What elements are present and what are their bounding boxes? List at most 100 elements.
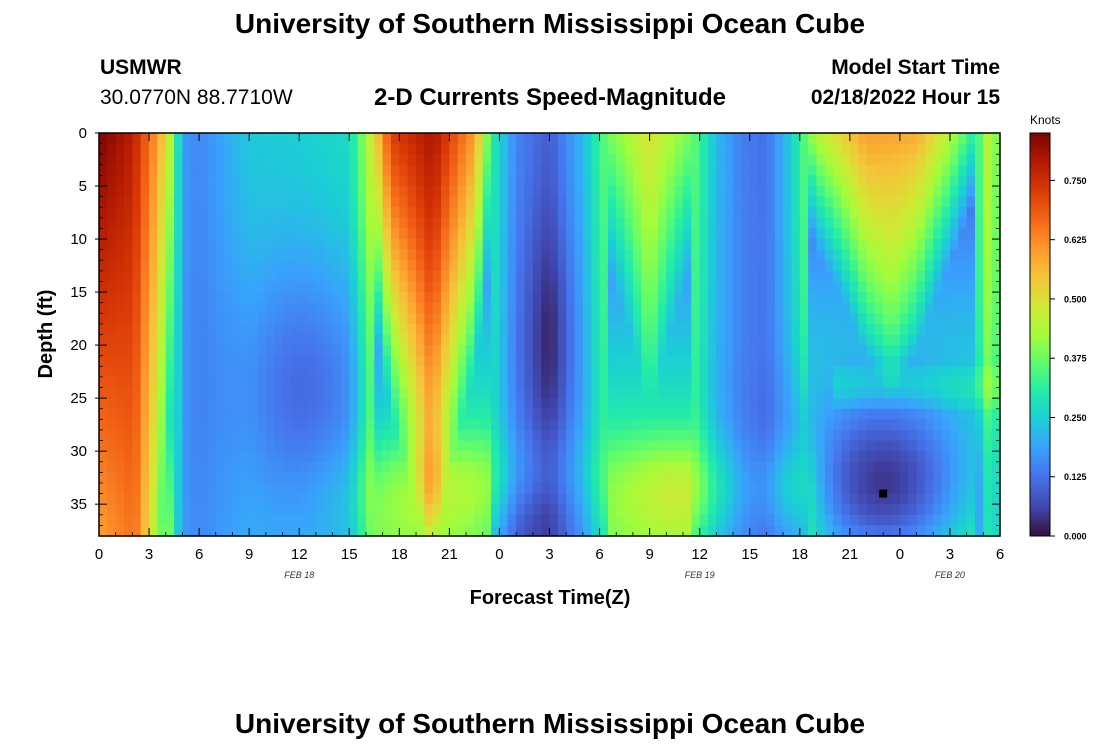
heatmap-cell — [332, 133, 342, 145]
heatmap-cell — [849, 302, 859, 314]
heatmap-cell — [315, 419, 325, 431]
heatmap-cell — [157, 196, 167, 208]
heatmap-cell — [916, 292, 926, 304]
heatmap-cell — [966, 260, 976, 272]
heatmap-cell — [883, 313, 893, 325]
heatmap-cell — [307, 334, 317, 346]
heatmap-cell — [374, 186, 384, 198]
heatmap-cell — [758, 217, 767, 230]
heatmap-cell — [924, 207, 934, 219]
heatmap-cell — [516, 133, 526, 145]
heatmap-cell — [933, 302, 943, 314]
heatmap-cell — [282, 239, 292, 251]
heatmap-cell — [566, 398, 576, 410]
heatmap-cell — [240, 281, 250, 293]
y-axis-label: Depth (ft) — [35, 290, 57, 379]
heatmap-cell — [299, 133, 309, 145]
heatmap-cell — [941, 270, 951, 283]
heatmap-cell — [541, 429, 551, 442]
heatmap-cell — [499, 525, 509, 537]
heatmap-cell — [791, 133, 801, 145]
heatmap-cell — [340, 249, 350, 261]
heatmap-cell — [466, 376, 476, 389]
heatmap-cell — [232, 249, 242, 261]
heatmap-cell — [382, 514, 392, 526]
heatmap-cell — [249, 292, 259, 304]
heatmap-cell — [315, 164, 325, 177]
x-tick-label: 3 — [145, 546, 153, 563]
heatmap-cell — [758, 292, 767, 304]
heatmap-cell — [265, 143, 275, 155]
heatmap-cell — [516, 239, 526, 251]
heatmap-cell — [474, 292, 484, 304]
heatmap-cell — [824, 440, 834, 452]
heatmap-cell — [874, 196, 884, 208]
heatmap-cell — [365, 260, 375, 272]
heatmap-cell — [699, 292, 709, 304]
heatmap-cell — [657, 313, 667, 325]
heatmap-cell — [474, 270, 484, 283]
heatmap-cell — [457, 451, 467, 463]
y-tick-label: 35 — [70, 496, 87, 513]
heatmap-cell — [833, 143, 843, 155]
heatmap-cell — [507, 323, 517, 336]
heatmap-cell — [107, 419, 117, 431]
heatmap-cell — [958, 504, 968, 516]
heatmap-cell — [716, 408, 726, 420]
heatmap-cell — [240, 154, 250, 166]
heatmap-cell — [382, 493, 392, 505]
heatmap-cell — [524, 387, 534, 399]
heatmap-cell — [899, 440, 909, 452]
heatmap-cell — [641, 143, 651, 155]
heatmap-cell — [232, 482, 242, 495]
heatmap-cell — [507, 472, 517, 484]
heatmap-cell — [357, 239, 367, 251]
heatmap-cell — [824, 525, 834, 537]
heatmap-cell — [549, 281, 559, 293]
heatmap-cell — [858, 355, 868, 367]
heatmap-cell — [566, 164, 576, 177]
heatmap-cell — [566, 366, 576, 378]
heatmap-cell — [682, 143, 692, 155]
heatmap-cell — [699, 408, 709, 420]
heatmap-cell — [749, 217, 759, 230]
heatmap-cell — [816, 451, 826, 463]
heatmap-cell — [365, 133, 375, 145]
heatmap-cell — [532, 461, 542, 473]
heatmap-cell — [774, 270, 784, 283]
heatmap-cell — [941, 217, 951, 230]
heatmap-cell — [132, 398, 142, 410]
heatmap-cell — [708, 429, 717, 442]
heatmap-cell — [741, 313, 751, 325]
heatmap-cell — [657, 387, 667, 399]
heatmap-cell — [357, 387, 367, 399]
heatmap-cell — [432, 260, 442, 272]
heatmap-cell — [491, 313, 501, 325]
heatmap-cell — [874, 133, 884, 145]
heatmap-cell — [182, 366, 192, 378]
heatmap-cell — [607, 270, 617, 283]
heatmap-cell — [783, 525, 793, 537]
heatmap-cell — [641, 281, 651, 293]
heatmap-cell — [299, 376, 309, 389]
heatmap-cell — [541, 313, 551, 325]
heatmap-cell — [349, 355, 359, 367]
heatmap-cell — [649, 207, 659, 219]
heatmap-cell — [716, 387, 726, 399]
heatmap-cell — [858, 387, 868, 399]
heatmap-cell — [591, 186, 601, 198]
heatmap-cell — [449, 154, 459, 166]
heatmap-cell — [182, 387, 192, 399]
heatmap-cell — [582, 355, 592, 367]
heatmap-cell — [958, 398, 968, 410]
heatmap-cell — [466, 186, 476, 198]
heatmap-cell — [457, 323, 467, 336]
heatmap-cell — [983, 313, 993, 325]
heatmap-cell — [641, 196, 651, 208]
heatmap-cell — [574, 461, 584, 473]
heatmap-cell — [824, 186, 834, 198]
heatmap-cell — [215, 196, 225, 208]
heatmap-cell — [290, 323, 300, 336]
heatmap-cell — [457, 398, 467, 410]
heatmap-cell — [240, 345, 250, 357]
